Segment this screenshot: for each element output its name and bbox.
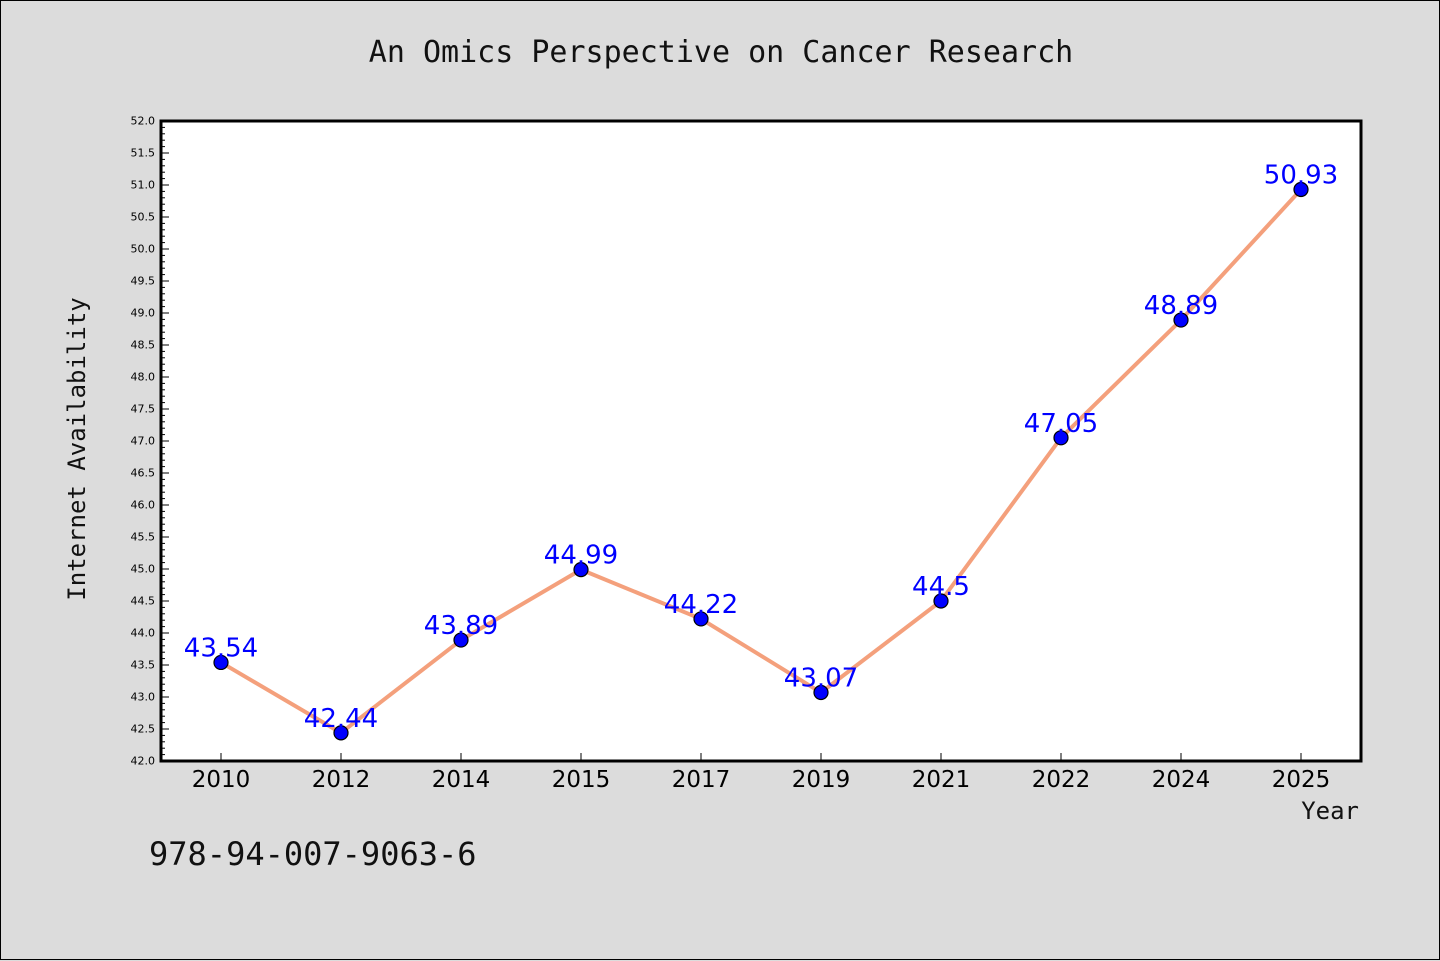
y-tick-label: 49.5 (131, 275, 156, 288)
x-tick-label: 2012 (312, 767, 371, 793)
data-point (1173, 312, 1189, 328)
data-label: 48.89 (1144, 291, 1218, 321)
y-tick-label: 48.5 (131, 339, 156, 352)
data-point (933, 593, 949, 609)
data-label: 44.5 (912, 572, 970, 602)
x-tick-label: 2021 (912, 767, 971, 793)
y-tick-label: 45.0 (131, 563, 156, 576)
y-tick-label: 50.5 (131, 211, 156, 224)
x-tick-label: 2010 (192, 767, 251, 793)
data-point (573, 562, 589, 578)
x-tick-label: 2025 (1272, 767, 1331, 793)
isbn-text: 978-94-007-9063-6 (149, 835, 477, 873)
x-tick-label: 2019 (792, 767, 851, 793)
y-tick-label: 45.5 (131, 531, 156, 544)
data-point (1293, 181, 1309, 198)
data-point (693, 611, 709, 627)
y-tick-label: 47.0 (131, 435, 156, 448)
data-point (1053, 430, 1069, 446)
y-tick-label: 44.0 (131, 627, 156, 640)
x-tick-label: 2024 (1152, 767, 1211, 793)
plot-area (159, 119, 1363, 763)
y-tick-label: 51.0 (131, 179, 156, 192)
x-tick-label: 2015 (552, 767, 611, 793)
x-axis-label: Year (1301, 797, 1359, 825)
y-tick-label: 49.0 (131, 307, 156, 320)
data-point (213, 654, 229, 671)
data-label: 44.22 (664, 590, 738, 620)
data-label: 43.07 (784, 664, 858, 694)
data-label: 43.54 (184, 633, 258, 663)
y-tick-label: 46.5 (131, 467, 156, 480)
y-tick-label: 43.5 (131, 659, 156, 672)
y-tick-label: 47.5 (131, 403, 156, 416)
data-point (333, 725, 349, 741)
chart-title: An Omics Perspective on Cancer Research (368, 35, 1074, 70)
y-tick-label: 44.5 (131, 595, 156, 608)
y-tick-label: 48.0 (131, 371, 156, 384)
y-tick-label: 42.0 (131, 755, 156, 768)
y-tick-label: 42.5 (131, 723, 156, 736)
x-tick-label: 2017 (672, 767, 731, 793)
y-tick-label: 50.0 (131, 243, 156, 256)
data-label: 47.05 (1024, 409, 1098, 439)
data-label: 50.93 (1264, 160, 1338, 190)
data-label: 42.44 (304, 704, 378, 734)
data-label: 44.99 (544, 541, 618, 571)
y-tick-label: 46.0 (131, 499, 156, 512)
x-tick-label: 2022 (1032, 767, 1091, 793)
x-tick-label: 2014 (432, 767, 491, 793)
data-point (453, 632, 469, 648)
y-tick-label: 52.0 (131, 115, 156, 128)
y-tick-label: 51.5 (131, 147, 156, 160)
series-line (219, 188, 1303, 735)
data-point (813, 684, 829, 701)
data-label: 43.89 (424, 611, 498, 641)
y-tick-label: 43.0 (131, 691, 156, 704)
